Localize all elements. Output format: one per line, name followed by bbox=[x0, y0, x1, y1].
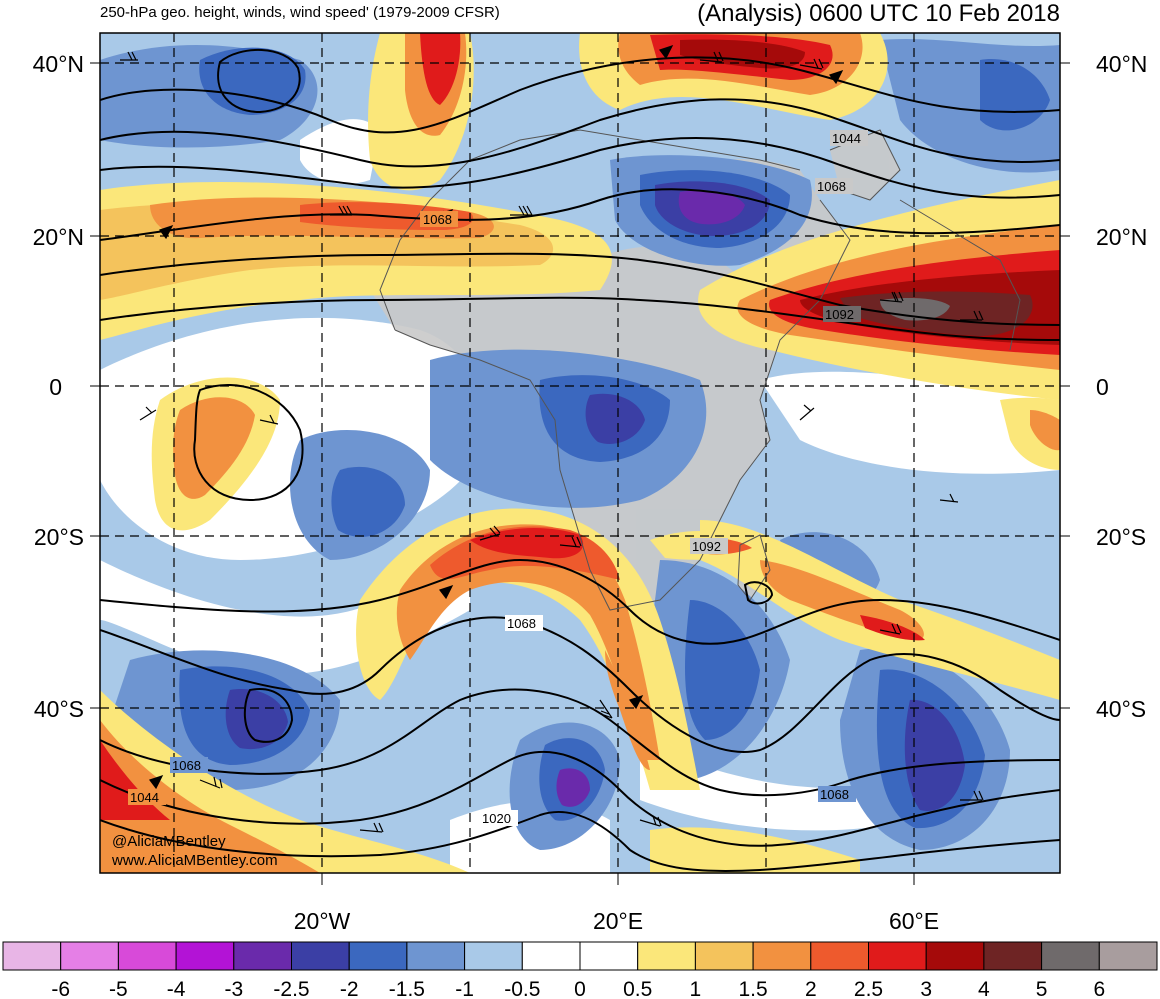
colorbar-tick-label: -1.5 bbox=[389, 978, 425, 999]
colorbar: -6 -5 -4 -3 -2.5 -2 -1.5 -1 -0.5 0 0.5 1 1.5 2 2.5 3 4 5 6 bbox=[2, 941, 1158, 999]
colorbar-swatch bbox=[406, 941, 466, 971]
colorbar-tick-label: 2 bbox=[805, 978, 817, 999]
map-frame bbox=[99, 32, 1061, 874]
contour-label: 1092 bbox=[825, 307, 854, 322]
height-contours bbox=[100, 49, 1060, 872]
credit-website: www.AliciaMBentley.com bbox=[111, 852, 278, 869]
map-figure: 1068 1044 1068 1092 1092 1068 1068 1044 … bbox=[33, 32, 1147, 934]
lon-label: 20°W bbox=[294, 908, 351, 934]
colorbar-swatch bbox=[637, 941, 696, 971]
colorbar-tick-label: -2.5 bbox=[273, 978, 309, 999]
colorbar-swatch bbox=[464, 941, 523, 971]
colorbar-swatches bbox=[2, 941, 1158, 971]
contour-label: 1068 bbox=[820, 787, 849, 802]
lat-label-right: 20°S bbox=[1096, 524, 1146, 550]
contour-label: 1068 bbox=[507, 616, 536, 631]
lat-label-left: 20°N bbox=[33, 224, 84, 250]
contour-label: 1044 bbox=[832, 131, 861, 146]
contour-label: 1068 bbox=[817, 179, 846, 194]
colorbar-tick-label: 3 bbox=[920, 978, 932, 999]
colorbar-swatch bbox=[1041, 941, 1100, 971]
colorbar-tick-label: 4 bbox=[978, 978, 990, 999]
colorbar-swatch bbox=[868, 941, 927, 971]
colorbar-tick-label: -2 bbox=[340, 978, 359, 999]
colorbar-swatch bbox=[117, 941, 177, 971]
colorbar-swatch bbox=[175, 941, 235, 971]
colorbar-swatch bbox=[60, 941, 119, 971]
colorbar-swatch bbox=[752, 941, 812, 971]
contour-label: 1068 bbox=[172, 758, 201, 773]
colorbar-tick-label: 0.5 bbox=[623, 978, 652, 999]
colorbar-tick-label: 2.5 bbox=[854, 978, 883, 999]
contour-label-group: 1068 1044 1068 1092 1092 1068 1068 1044 … bbox=[128, 130, 868, 826]
colorbar-swatch bbox=[521, 941, 581, 971]
colorbar-swatch bbox=[1098, 941, 1158, 971]
colorbar-tick-label: -1 bbox=[455, 978, 474, 999]
colorbar-swatch bbox=[348, 941, 408, 971]
colorbar-tick-label: 0 bbox=[574, 978, 586, 999]
colorbar-tick-label: -6 bbox=[51, 978, 70, 999]
credit-handle: @AliciaMBentley bbox=[112, 833, 226, 850]
frame-ticks bbox=[90, 62, 1070, 885]
colorbar-ticks: -6 -5 -4 -3 -2.5 -2 -1.5 -1 -0.5 0 0.5 1 1.5 2 2.5 3 4 5 6 bbox=[51, 978, 1105, 999]
colorbar-swatch bbox=[694, 941, 754, 971]
colorbar-swatch bbox=[925, 941, 985, 971]
colorbar-swatch bbox=[291, 941, 350, 971]
contour-label: 1092 bbox=[692, 539, 721, 554]
colorbar-tick-label: -3 bbox=[224, 978, 243, 999]
colorbar-swatch bbox=[2, 941, 62, 971]
contour-label: 1044 bbox=[130, 790, 159, 805]
lat-label-left: 40°N bbox=[33, 51, 84, 77]
colorbar-tick-label: 1 bbox=[690, 978, 702, 999]
colorbar-tick-label: 5 bbox=[1036, 978, 1048, 999]
lat-label-right: 20°N bbox=[1096, 224, 1147, 250]
lon-label: 60°E bbox=[889, 908, 939, 934]
colorbar-tick-label: 6 bbox=[1093, 978, 1105, 999]
lat-label-right: 40°N bbox=[1096, 51, 1147, 77]
colorbar-swatch bbox=[233, 941, 293, 971]
colorbar-tick-label: -0.5 bbox=[504, 978, 540, 999]
contour-label: 1068 bbox=[423, 212, 452, 227]
lat-label-left: 20°S bbox=[34, 524, 84, 550]
colorbar-swatch bbox=[810, 941, 869, 971]
lat-label-right: 40°S bbox=[1096, 696, 1146, 722]
colorbar-tick-label: 1.5 bbox=[738, 978, 767, 999]
lat-label-right: 0 bbox=[1096, 374, 1109, 400]
product-title: 250-hPa geo. height, winds, wind speed' … bbox=[100, 4, 500, 21]
colorbar-tick-label: -4 bbox=[167, 978, 186, 999]
contour-label: 1020 bbox=[482, 811, 511, 826]
lat-label-left: 40°S bbox=[34, 696, 84, 722]
colorbar-swatch bbox=[579, 941, 639, 971]
lon-label: 20°E bbox=[593, 908, 643, 934]
valid-time-title: (Analysis) 0600 UTC 10 Feb 2018 bbox=[697, 0, 1060, 27]
lat-label-left: 0 bbox=[49, 374, 62, 400]
coastlines bbox=[379, 129, 1021, 611]
colorbar-swatch bbox=[983, 941, 1043, 971]
colorbar-tick-label: -5 bbox=[109, 978, 128, 999]
